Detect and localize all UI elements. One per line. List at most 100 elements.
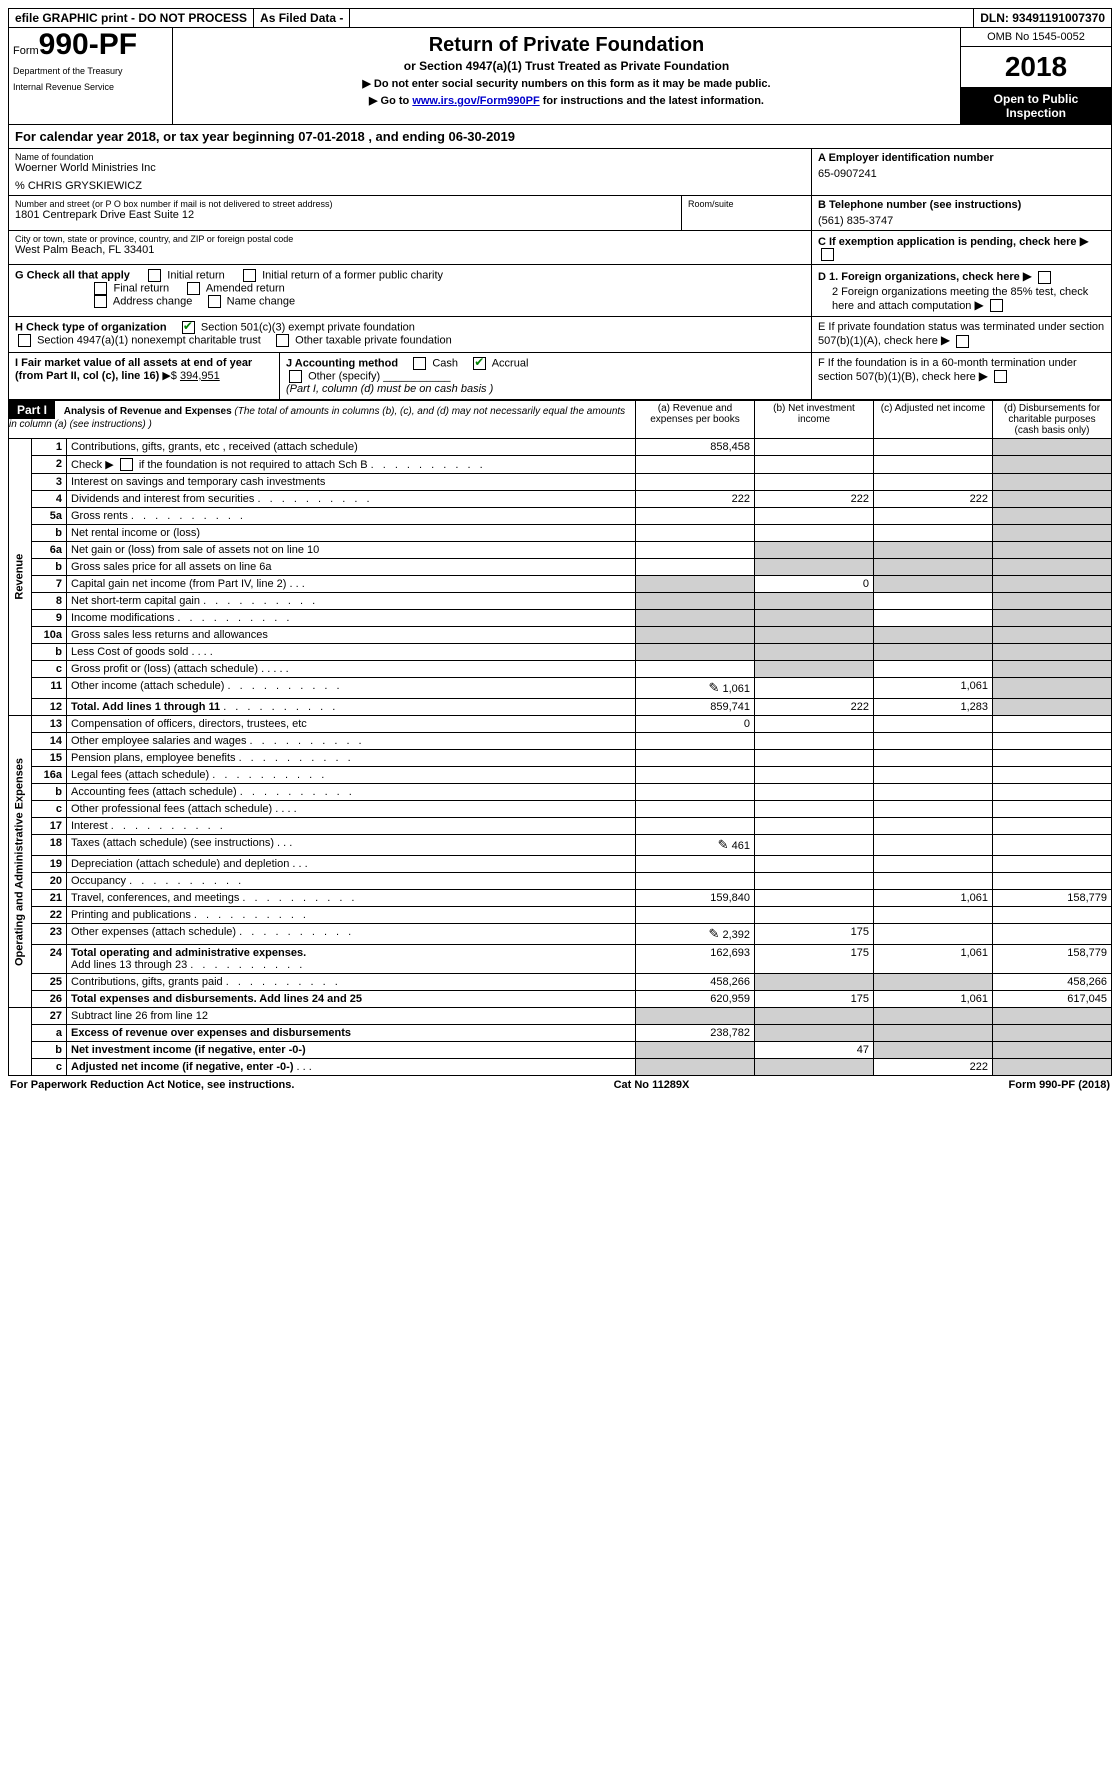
r2-post: if the foundation is not required to att… [139, 459, 368, 471]
asfiled: As Filed Data - [254, 9, 350, 27]
r13a: 0 [636, 716, 755, 733]
g-opt-initial: Initial return [167, 269, 224, 281]
d1-checkbox[interactable] [1038, 271, 1051, 284]
arrow-icon: ▶ [975, 298, 984, 312]
row-18: Taxes (attach schedule) (see instruction… [67, 835, 636, 856]
form-subtitle: or Section 4947(a)(1) Trust Treated as P… [181, 59, 952, 73]
g-amended-checkbox[interactable] [187, 282, 200, 295]
r10b-text: Less Cost of goods sold [71, 646, 188, 658]
rownum: 11 [32, 678, 67, 699]
arrow-icon: ▶ [1023, 269, 1032, 283]
note2-pre: ▶ Go to [369, 95, 412, 107]
g-namechange-checkbox[interactable] [208, 295, 221, 308]
row-16a: Legal fees (attach schedule) [67, 767, 636, 784]
h-4947-checkbox[interactable] [18, 334, 31, 347]
r10c-text: Gross profit or (loss) (attach schedule) [71, 663, 258, 675]
row-6b: Gross sales price for all assets on line… [67, 559, 636, 576]
g-final-checkbox[interactable] [94, 282, 107, 295]
r21c: 1,061 [874, 890, 993, 907]
j-accrual-checkbox[interactable] [473, 357, 486, 370]
j-other: Other (specify) [308, 370, 380, 382]
rownum: 15 [32, 750, 67, 767]
row-27: Subtract line 26 from line 12 [67, 1008, 636, 1025]
h-othertax-checkbox[interactable] [276, 334, 289, 347]
r16a-text: Legal fees (attach schedule) [71, 769, 209, 781]
part1-title: Analysis of Revenue and Expenses [64, 406, 232, 417]
j-other-checkbox[interactable] [289, 370, 302, 383]
rownum: 5a [32, 508, 67, 525]
r19-text: Depreciation (attach schedule) and deple… [71, 858, 289, 870]
arrow-icon: ▶ [979, 369, 988, 383]
note1: ▶ Do not enter social security numbers o… [181, 77, 952, 90]
rownum: a [32, 1025, 67, 1042]
row-25: Contributions, gifts, grants paid [67, 974, 636, 991]
note2: ▶ Go to www.irs.gov/Form990PF for instru… [181, 94, 952, 107]
r27c-text: Adjusted net income (if negative, enter … [71, 1061, 293, 1073]
row-9: Income modifications [67, 610, 636, 627]
r24d: 158,779 [993, 945, 1112, 974]
row-5b: Net rental income or (loss) [67, 525, 636, 542]
e-checkbox[interactable] [956, 335, 969, 348]
schb-checkbox[interactable] [120, 458, 133, 471]
r24bv: 175 [755, 945, 874, 974]
row-1: Contributions, gifts, grants, etc , rece… [67, 438, 636, 455]
room-label: Room/suite [688, 199, 805, 209]
r16b-text: Accounting fees (attach schedule) [71, 786, 237, 798]
r8-text: Net short-term capital gain [71, 595, 200, 607]
rownum: 8 [32, 593, 67, 610]
dept-line1: Department of the Treasury [13, 66, 168, 76]
rownum: 19 [32, 856, 67, 873]
pencil-icon[interactable]: ✎ [718, 837, 729, 852]
r1a: 858,458 [636, 438, 755, 455]
rownum: 14 [32, 733, 67, 750]
col-c: (c) Adjusted net income [874, 400, 993, 438]
arrow-icon: ▶ [941, 333, 950, 347]
g-left: G Check all that apply Initial return In… [9, 265, 811, 316]
phone-label: B Telephone number (see instructions) [818, 199, 1021, 211]
row-10b: Less Cost of goods sold . . . . [67, 644, 636, 661]
pencil-icon[interactable]: ✎ [709, 680, 720, 695]
g-initial-former-checkbox[interactable] [243, 269, 256, 282]
g-opt-name: Name change [227, 295, 296, 307]
rownum: 13 [32, 716, 67, 733]
row-27b: Net investment income (if negative, ente… [67, 1042, 636, 1059]
city-label: City or town, state or province, country… [15, 234, 805, 244]
r27cc: 222 [874, 1059, 993, 1076]
col-a: (a) Revenue and expenses per books [636, 400, 755, 438]
col-d: (d) Disbursements for charitable purpose… [993, 400, 1112, 438]
row-19: Depreciation (attach schedule) and deple… [67, 856, 636, 873]
omb: OMB No 1545-0052 [961, 28, 1111, 47]
foundation-name: Woerner World Ministries Inc [15, 162, 805, 174]
care-of: % CHRIS GRYSKIEWICZ [15, 180, 805, 192]
r5a-text: Gross rents [71, 510, 128, 522]
h-501c3-checkbox[interactable] [182, 321, 195, 334]
f-cell: F If the foundation is in a 60-month ter… [811, 353, 1111, 399]
r23a: ✎ 2,392 [636, 924, 755, 945]
g-addresschange-checkbox[interactable] [94, 295, 107, 308]
d2-checkbox[interactable] [990, 299, 1003, 312]
rownum: 3 [32, 474, 67, 491]
efile-note: efile GRAPHIC print - DO NOT PROCESS [9, 9, 254, 27]
note2-post: for instructions and the latest informat… [540, 95, 764, 107]
row-16c: Other professional fees (attach schedule… [67, 801, 636, 818]
section-ij: I Fair market value of all assets at end… [8, 353, 1112, 400]
expenses-vlabel: Operating and Administrative Expenses [9, 716, 32, 1008]
pencil-icon[interactable]: ✎ [709, 926, 720, 941]
g-initial-checkbox[interactable] [148, 269, 161, 282]
c-checkbox[interactable] [821, 248, 834, 261]
i-cell: I Fair market value of all assets at end… [9, 353, 279, 399]
rownum: 24 [32, 945, 67, 974]
r4-text: Dividends and interest from securities [71, 493, 254, 505]
j-cash: Cash [432, 357, 458, 369]
f-checkbox[interactable] [994, 370, 1007, 383]
addr-cell: Number and street (or P O box number if … [9, 196, 681, 231]
j-cash-checkbox[interactable] [413, 357, 426, 370]
tax-year: 2018 [961, 47, 1111, 88]
r4c: 222 [874, 491, 993, 508]
info-grid: Name of foundation Woerner World Ministr… [8, 149, 1112, 265]
r24a: 162,693 [636, 945, 755, 974]
irs-link[interactable]: www.irs.gov/Form990PF [412, 95, 539, 107]
r4b: 222 [755, 491, 874, 508]
exemption-cell: C If exemption application is pending, c… [811, 231, 1111, 265]
d-cell: D 1. Foreign organizations, check here ▶… [811, 265, 1111, 316]
